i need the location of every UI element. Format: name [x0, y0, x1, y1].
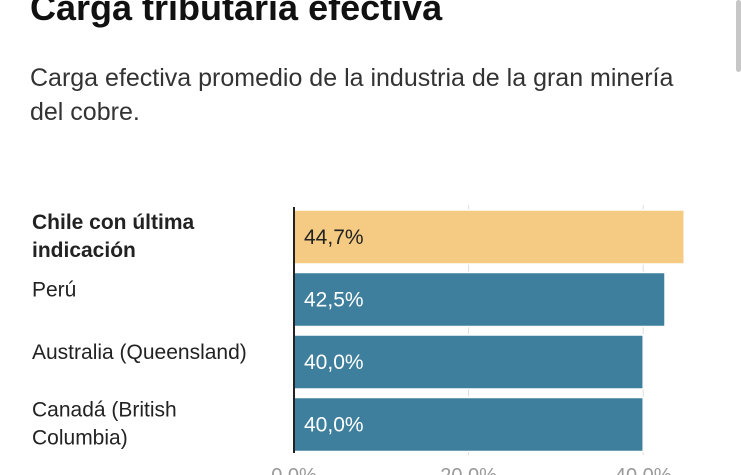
- data-label: 40,0%: [304, 414, 364, 437]
- bar: [293, 396, 644, 453]
- bar: [293, 209, 685, 265]
- category-label: Columbia): [32, 427, 128, 450]
- category-label: Canadá (British: [32, 399, 177, 422]
- chart-subtitle: Carga efectiva promedio de la industria …: [30, 64, 674, 126]
- x-tick-label: 0,0%: [271, 465, 317, 475]
- chart-title: Carga tributaria efectiva: [30, 0, 443, 28]
- category-label: indicación: [32, 239, 136, 262]
- data-label: 42,5%: [304, 289, 364, 312]
- x-tick-label: 40,0%: [615, 465, 672, 475]
- category-label: Australia (Queensland): [32, 341, 247, 364]
- data-label: 44,7%: [304, 226, 364, 249]
- category-label: Chile con última: [32, 211, 195, 234]
- data-label: 40,0%: [304, 351, 364, 374]
- scrollbar[interactable]: [736, 0, 741, 72]
- bar: [293, 271, 666, 328]
- x-tick-label: 20,0%: [440, 465, 497, 475]
- category-label: Perú: [32, 279, 76, 302]
